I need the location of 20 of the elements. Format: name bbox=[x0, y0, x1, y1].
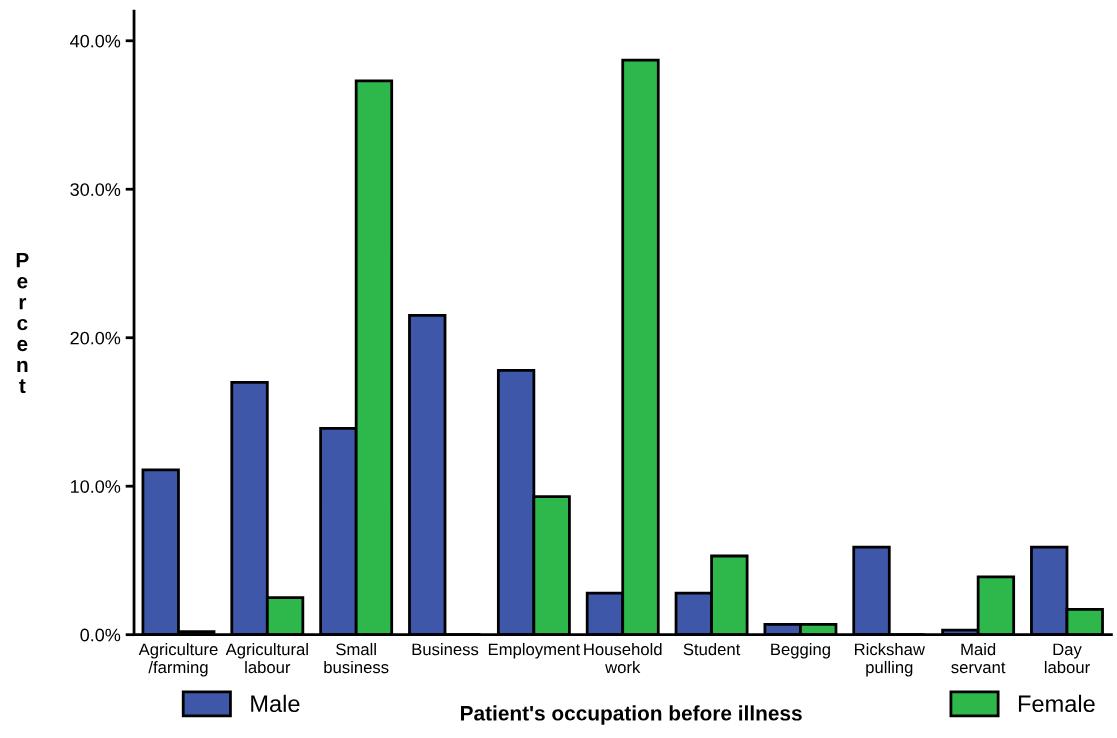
x-tick-label: Student bbox=[683, 643, 741, 656]
x-tick-label: Rickshaw pulling bbox=[855, 643, 925, 677]
y-tick-label: 30.0% bbox=[70, 183, 121, 196]
y-axis-title: Percent bbox=[16, 252, 29, 394]
x-tick-label: Household work bbox=[584, 643, 662, 674]
x-tick-label: Agricultural labour bbox=[225, 643, 308, 674]
x-tick-label: Day labour bbox=[1044, 643, 1090, 674]
x-tick-label: Small business bbox=[324, 643, 389, 674]
y-tick-label: 0.0% bbox=[80, 628, 121, 642]
legend-label: Male bbox=[251, 694, 300, 713]
x-axis-title: Patient's occupation before illness bbox=[461, 705, 802, 725]
y-tick-label: 20.0% bbox=[70, 331, 121, 345]
y-tick-label: 10.0% bbox=[71, 480, 121, 493]
x-tick-label: Begging bbox=[771, 643, 830, 659]
x-tick-label: Maid servant bbox=[951, 643, 1006, 674]
legend-label: Female bbox=[1018, 694, 1095, 713]
y-tick-label: 40.0% bbox=[70, 34, 121, 48]
x-tick-label: Employment bbox=[488, 643, 581, 659]
x-tick-label: Agriculture /farming bbox=[138, 643, 218, 677]
x-tick-label: Business bbox=[412, 643, 479, 656]
